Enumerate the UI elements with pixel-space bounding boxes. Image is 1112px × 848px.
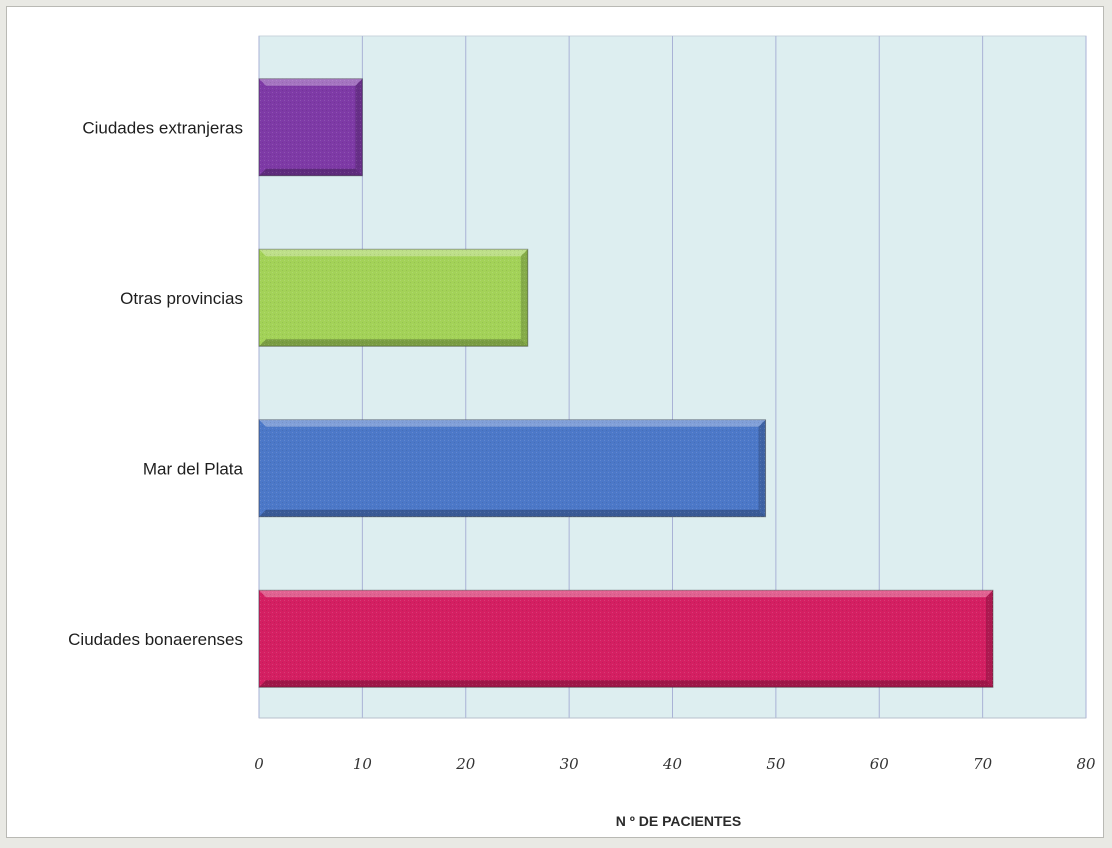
category-label: Mar del Plata [143, 459, 244, 478]
bar-texture [259, 419, 766, 517]
category-label: Ciudades extranjeras [82, 118, 243, 137]
x-tick-label: 80 [1076, 755, 1096, 773]
category-label: Ciudades bonaerenses [68, 630, 243, 649]
x-tick-label: 60 [870, 755, 890, 773]
x-tick-label: 40 [662, 755, 683, 773]
bar [258, 248, 529, 347]
x-tick-label: 20 [455, 755, 476, 773]
x-tick-labels: 0 10 20 30 40 50 60 70 80 [254, 755, 1096, 773]
bar-texture [259, 78, 363, 176]
bar [258, 419, 767, 518]
x-tick-label: 10 [353, 755, 373, 773]
bar [258, 78, 363, 177]
x-tick-label: 50 [766, 755, 786, 773]
bar-texture [259, 249, 528, 347]
category-labels: Ciudades bonaerenses Mar del Plata Otras p… [68, 118, 243, 649]
bar [258, 589, 994, 688]
bars [258, 78, 994, 688]
bar-texture [259, 590, 993, 688]
x-axis-title: N º DE PACIENTES [616, 813, 741, 829]
x-tick-label: 0 [254, 755, 264, 773]
category-label: Otras provincias [120, 289, 243, 308]
x-tick-label: 30 [560, 755, 580, 773]
x-tick-label: 70 [973, 755, 993, 773]
